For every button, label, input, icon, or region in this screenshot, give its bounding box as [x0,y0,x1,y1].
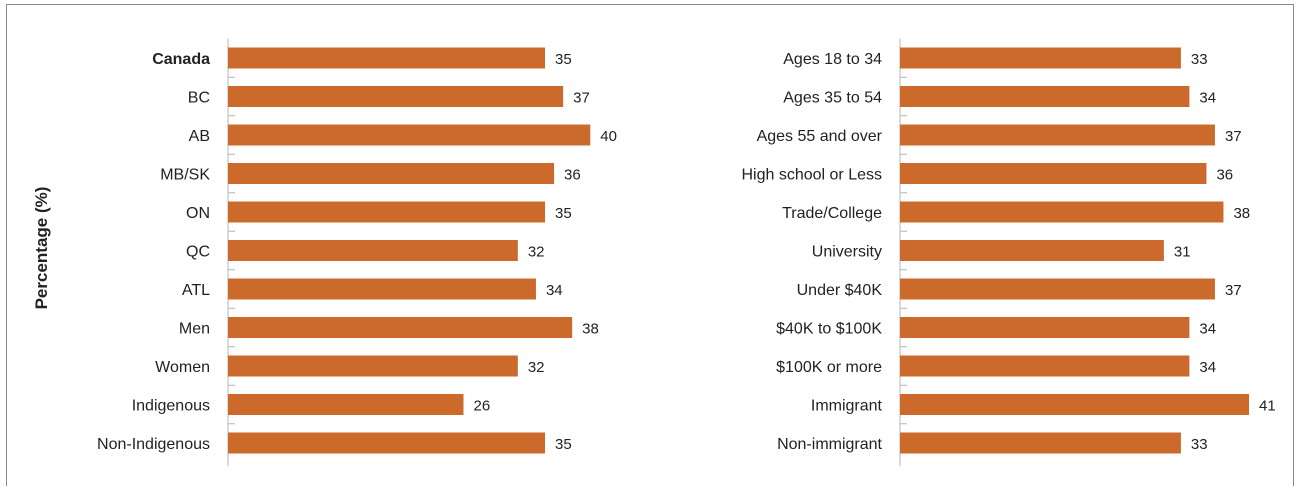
data-label: 40 [600,128,617,145]
bar [228,86,564,107]
data-label: 32 [528,359,545,376]
category-label: Men [179,321,210,338]
data-label: 33 [1191,51,1208,68]
data-label: 37 [1225,128,1242,145]
bar [228,201,545,223]
bar [900,124,1215,146]
left-panel: Canada 35 BC 37 AB 40 MB/SK 36 ON 35 QC 32 ATL 34 Men 3… [97,38,617,467]
bar [900,163,1207,184]
data-label: 31 [1174,244,1191,261]
bar [900,394,1249,415]
data-label: 41 [1259,398,1276,415]
category-label: $40K to $100K [776,321,882,338]
data-label: 34 [1199,359,1216,376]
bar [228,432,545,454]
data-label: 37 [1225,282,1242,299]
bar [900,47,1181,69]
category-label: $100K or more [776,359,882,376]
bar [900,355,1190,377]
bar [228,163,555,184]
bar [228,394,464,415]
data-label: 34 [1199,321,1216,338]
bar [228,240,518,261]
data-label: 37 [573,90,590,107]
category-label: Non-immigrant [777,436,882,453]
bar [900,432,1181,454]
category-label: BC [188,90,210,107]
category-label: Ages 35 to 54 [783,90,882,107]
category-label: Indigenous [132,398,210,415]
category-label: University [812,244,882,261]
category-label: Ages 18 to 34 [783,51,882,68]
category-label: Non-Indigenous [97,436,210,453]
bar [228,47,545,69]
category-label: AB [189,128,210,145]
data-label: 35 [555,436,572,453]
data-label: 32 [528,244,545,261]
category-label: Women [155,359,210,376]
data-label: 38 [1233,205,1250,222]
category-label: Ages 55 and over [757,128,883,145]
bar [900,278,1215,300]
bar [900,201,1224,223]
category-label: QC [186,244,210,261]
data-label: 34 [1199,90,1216,107]
category-label: High school or Less [741,167,882,184]
data-label: 35 [555,205,572,222]
bar [900,240,1164,261]
data-label: 38 [582,321,599,338]
bar [228,355,518,377]
data-label: 36 [1216,167,1233,184]
data-label: 34 [546,282,563,299]
category-label: ON [186,205,210,222]
category-label: Immigrant [811,398,883,415]
chart-frame [6,4,1294,486]
data-label: 36 [564,167,581,184]
data-label: 26 [473,398,490,415]
right-panel: Ages 18 to 34 33 Ages 35 to 54 34 Ages 55 an… [741,38,1276,467]
y-axis-label: Percentage (%) [32,187,51,310]
data-label: 33 [1191,436,1208,453]
category-label: ATL [182,282,210,299]
bar [900,317,1190,338]
category-label: Canada [152,51,210,68]
bar [228,278,536,300]
bar [228,124,591,146]
bar [228,317,573,338]
bar [900,86,1190,107]
category-label: MB/SK [160,167,210,184]
data-label: 35 [555,51,572,68]
category-label: Trade/College [782,205,882,222]
category-label: Under $40K [797,282,883,299]
